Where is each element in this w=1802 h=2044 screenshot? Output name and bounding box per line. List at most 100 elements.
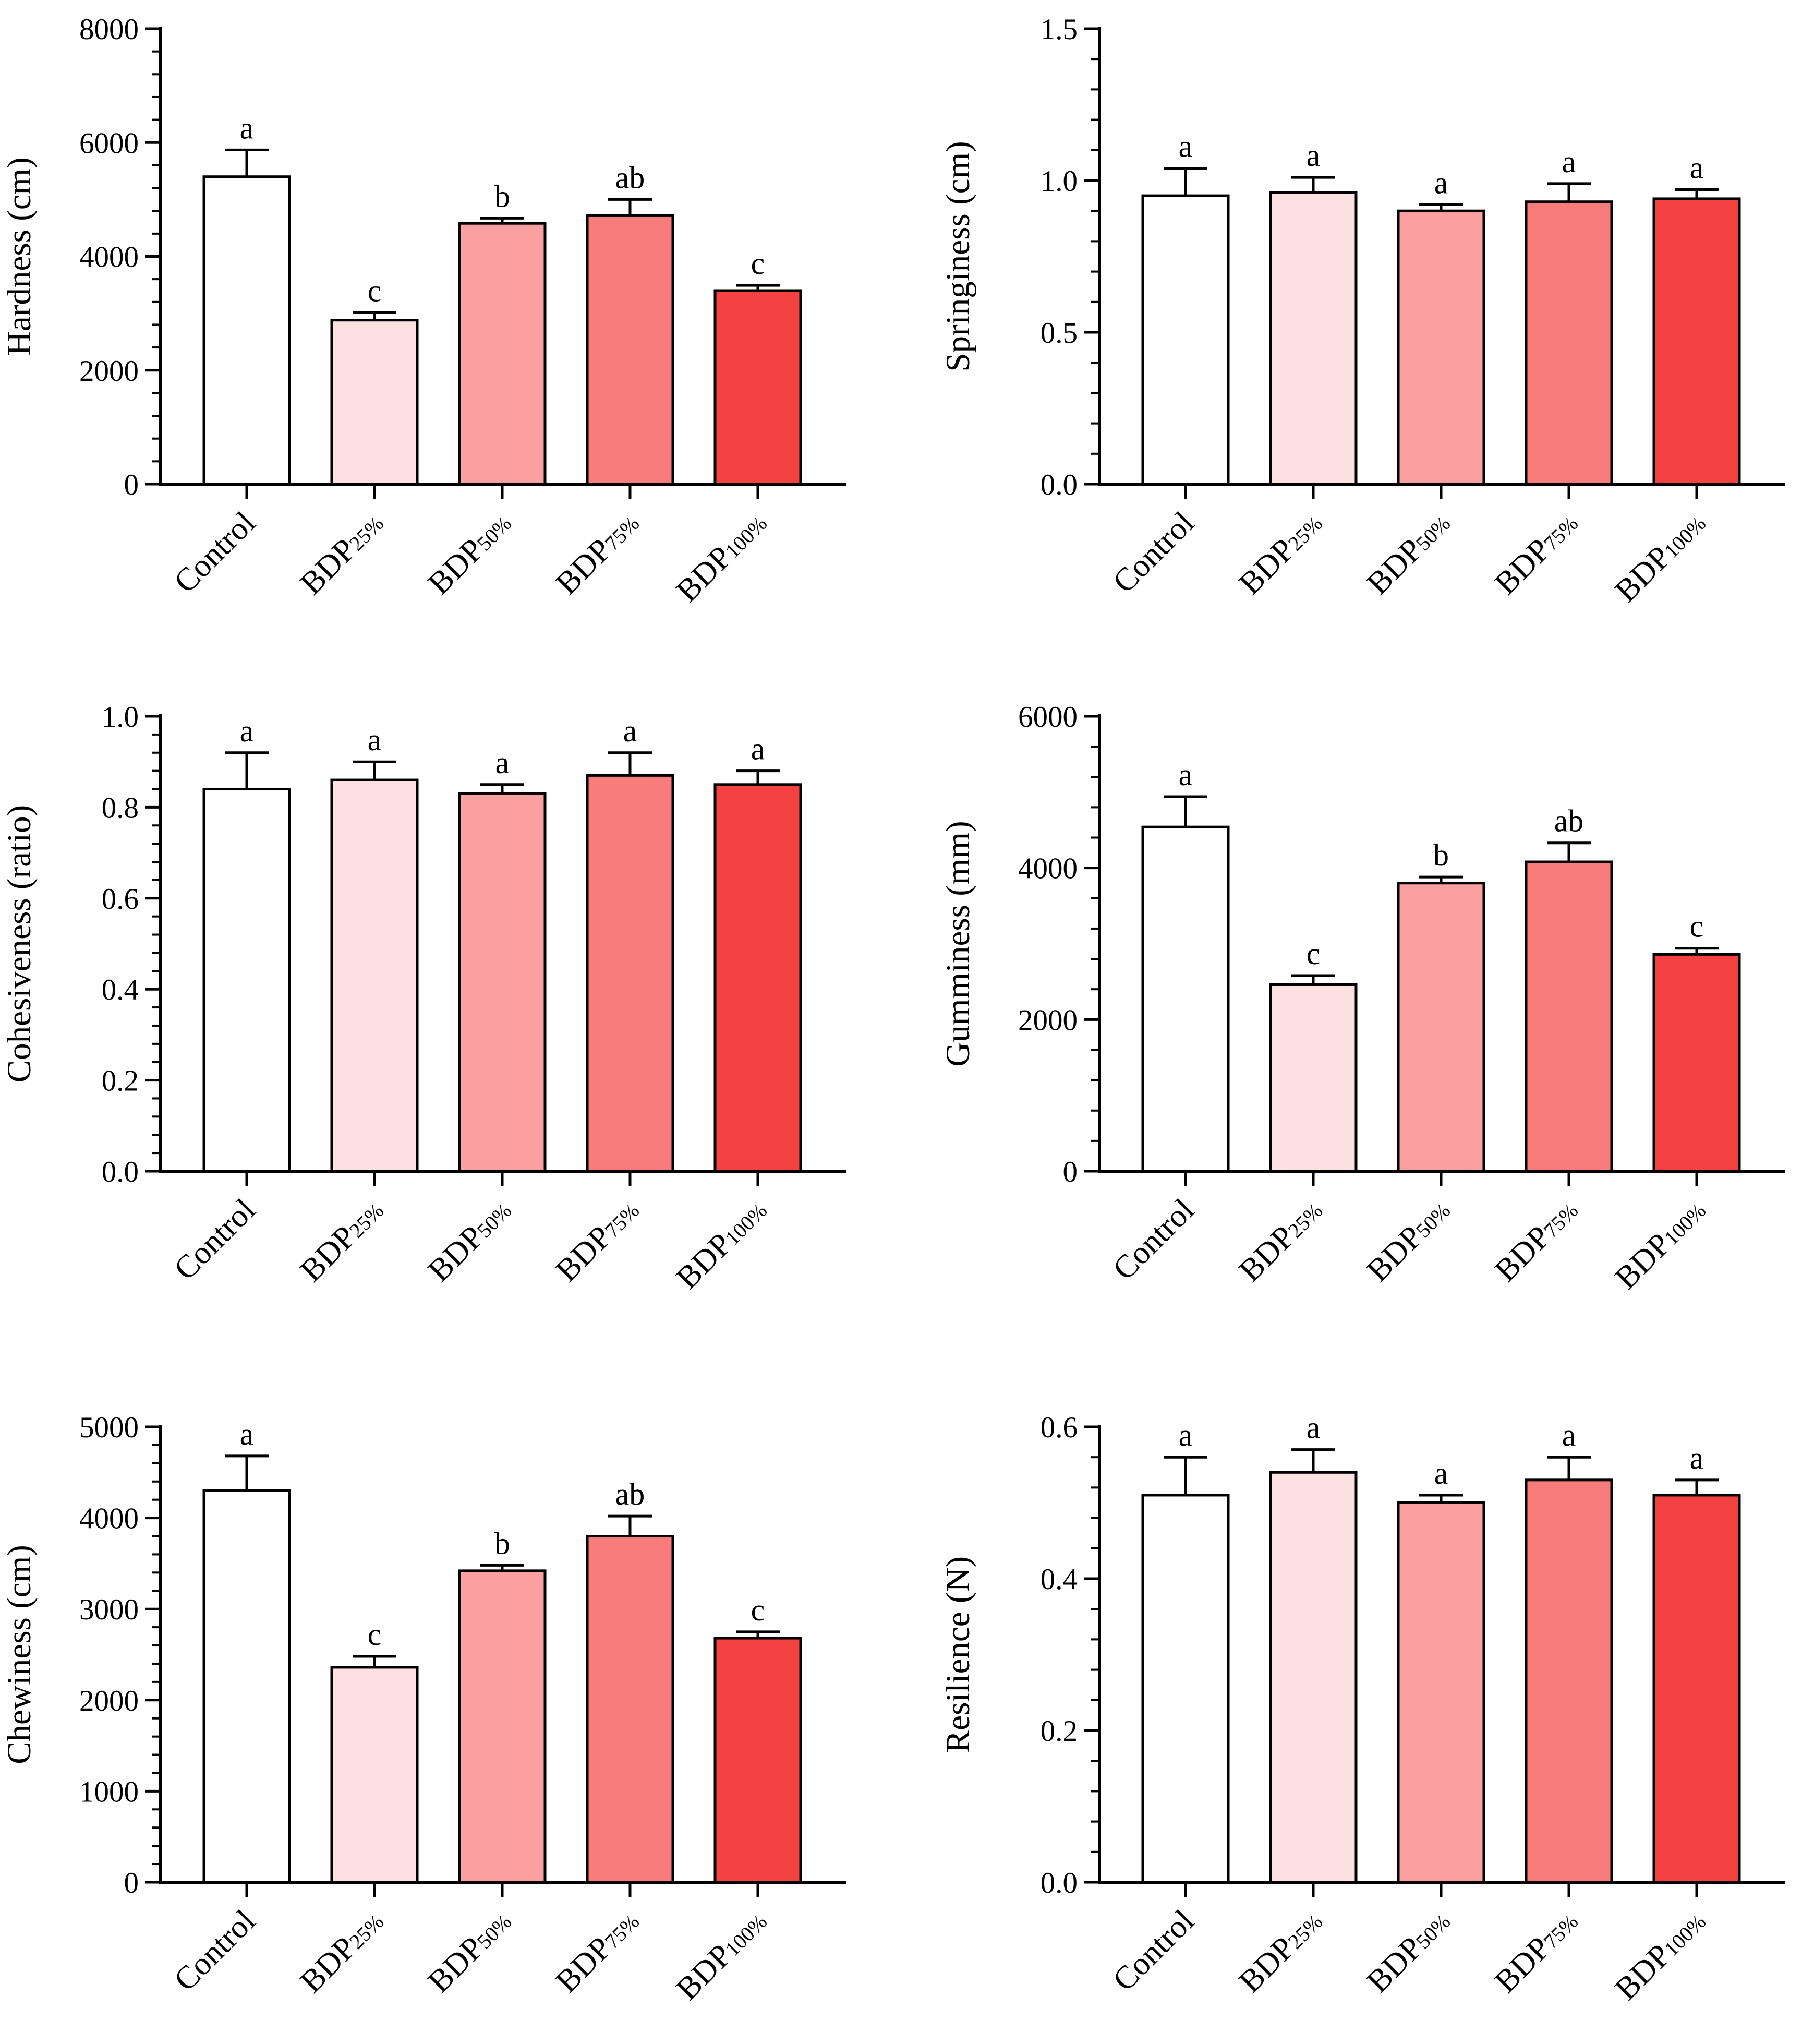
significance-label: a — [1179, 129, 1193, 164]
significance-label: a — [1434, 1456, 1448, 1490]
y-tick-label: 0.4 — [102, 973, 139, 1006]
y-tick-label: 1.5 — [1041, 13, 1078, 46]
y-tick-label: 0 — [124, 1867, 139, 1899]
bar-control — [1141, 1494, 1230, 1884]
significance-label: a — [368, 723, 382, 757]
y-axis-title: Resilience (N) — [939, 1556, 977, 1753]
x-category-label: BDP25% — [294, 1903, 390, 2000]
x-category-label: BDP50% — [1360, 1192, 1457, 1289]
x-category-label: BDP75% — [549, 1192, 646, 1289]
bar-bdp75pct — [1525, 1478, 1613, 1884]
y-tick-label: 6000 — [79, 127, 139, 160]
significance-label: b — [494, 1526, 510, 1560]
x-category-label: BDP75% — [1488, 1903, 1585, 2000]
x-category-label: BDP75% — [549, 1903, 646, 2000]
x-category-label: BDP75% — [1488, 505, 1585, 602]
y-axis-title: Cohesiveness (ratio) — [1, 805, 38, 1083]
x-category-label: Control — [167, 505, 262, 600]
y-axis-title: Gumminess (mm) — [939, 821, 977, 1066]
y-tick-label: 5000 — [79, 1411, 139, 1444]
x-category-label: BDP50% — [421, 505, 518, 602]
y-tick-label: 0.8 — [102, 791, 139, 824]
bar-bdp50pct — [458, 222, 547, 486]
y-tick-label: 2000 — [79, 1685, 139, 1717]
bar-bdp100pct — [1652, 953, 1741, 1173]
chart-panel-6: a a a a a 0.0 0.2 0.4 0.6 Resilience (N) Control BD… — [939, 1411, 1785, 2007]
x-category-label: BDP25% — [294, 1192, 390, 1289]
y-tick-label: 4000 — [79, 1502, 139, 1535]
bar-bdp100pct — [1652, 197, 1741, 486]
bar-bdp50pct — [458, 1569, 547, 1884]
bar-control — [1141, 825, 1230, 1173]
bar-bdp100pct — [713, 289, 802, 486]
bar-bdp50pct — [1397, 209, 1485, 486]
x-category-label: BDP50% — [1360, 505, 1457, 602]
y-axis-title: Springiness (cm) — [939, 141, 977, 371]
significance-label: c — [751, 246, 765, 281]
y-tick-label: 1.0 — [1041, 165, 1078, 198]
y-tick-label: 0.0 — [1041, 1867, 1078, 1899]
x-category-label: BDP50% — [421, 1903, 518, 2000]
chart-panel-5: a c b ab c 0 1000 2000 3000 4000 5000 Chewiness (cm… — [1, 1411, 846, 2007]
x-category-label: BDP100% — [1609, 1192, 1712, 1296]
significance-label: a — [1179, 758, 1193, 792]
bar-bdp25pct — [330, 778, 419, 1173]
y-tick-label: 2000 — [79, 355, 139, 388]
x-category-label: BDP100% — [670, 1192, 773, 1296]
significance-label: a — [495, 746, 510, 780]
x-category-label: BDP25% — [1232, 505, 1329, 602]
y-tick-label: 0 — [1063, 1156, 1078, 1188]
bar-bdp50pct — [1397, 1501, 1485, 1884]
bar-bdp75pct — [1525, 200, 1613, 486]
significance-label: a — [1562, 1418, 1576, 1452]
significance-label: a — [751, 732, 765, 766]
x-category-label: Control — [1106, 1903, 1201, 1998]
significance-label: a — [1307, 1411, 1321, 1445]
bar-bdp100pct — [713, 783, 802, 1173]
x-category-label: BDP75% — [1488, 1192, 1585, 1289]
bar-bdp75pct — [1525, 860, 1613, 1173]
bar-bdp25pct — [330, 1666, 419, 1884]
x-category-label: Control — [167, 1192, 262, 1287]
bar-bdp100pct — [713, 1637, 802, 1884]
y-tick-label: 0.6 — [102, 883, 139, 916]
y-tick-label: 0.6 — [1041, 1411, 1078, 1444]
y-tick-label: 1000 — [79, 1775, 139, 1808]
y-tick-label: 0.0 — [1041, 468, 1078, 501]
significance-label: c — [1690, 909, 1704, 944]
y-tick-label: 0.2 — [1041, 1715, 1078, 1748]
significance-label: ab — [1554, 804, 1584, 838]
bar-bdp25pct — [1269, 191, 1358, 486]
x-category-label: BDP25% — [1232, 1192, 1329, 1289]
x-category-label: BDP25% — [294, 505, 390, 602]
chart-panel-4: a c b ab c 0 2000 4000 6000 Gumminess (mm) Control… — [939, 701, 1785, 1296]
bar-bdp50pct — [458, 792, 547, 1173]
x-category-label: BDP25% — [1232, 1903, 1329, 2000]
bar-bdp25pct — [1269, 983, 1358, 1173]
x-category-label: Control — [1106, 505, 1201, 600]
y-axis-title: Hardness (cm) — [1, 157, 38, 356]
bar-control — [202, 1489, 291, 1884]
bar-control — [202, 788, 291, 1173]
significance-label: b — [1433, 838, 1449, 872]
x-category-label: BDP75% — [549, 505, 646, 602]
significance-label: a — [1690, 1441, 1704, 1475]
y-tick-label: 4000 — [1018, 852, 1078, 885]
significance-label: a — [1562, 145, 1576, 179]
y-tick-label: 2000 — [1018, 1004, 1078, 1037]
significance-label: a — [623, 714, 637, 748]
bar-bdp25pct — [330, 319, 419, 486]
y-tick-label: 0.4 — [1041, 1563, 1078, 1596]
significance-label: a — [1179, 1418, 1193, 1452]
y-axis-title: Chewiness (cm) — [1, 1545, 38, 1764]
x-category-label: BDP100% — [1609, 1903, 1712, 2007]
y-tick-label: 8000 — [79, 13, 139, 46]
y-tick-label: 0.0 — [102, 1156, 139, 1188]
significance-label: a — [240, 1417, 254, 1451]
significance-label: ab — [615, 160, 645, 195]
significance-label: c — [368, 274, 382, 308]
significance-label: b — [494, 179, 510, 213]
bar-bdp100pct — [1652, 1494, 1741, 1884]
bar-bdp75pct — [586, 774, 674, 1173]
